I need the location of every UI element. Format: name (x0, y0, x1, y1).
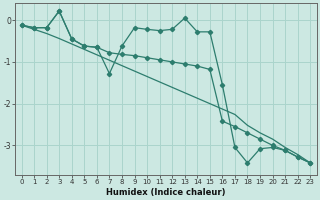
X-axis label: Humidex (Indice chaleur): Humidex (Indice chaleur) (106, 188, 226, 197)
